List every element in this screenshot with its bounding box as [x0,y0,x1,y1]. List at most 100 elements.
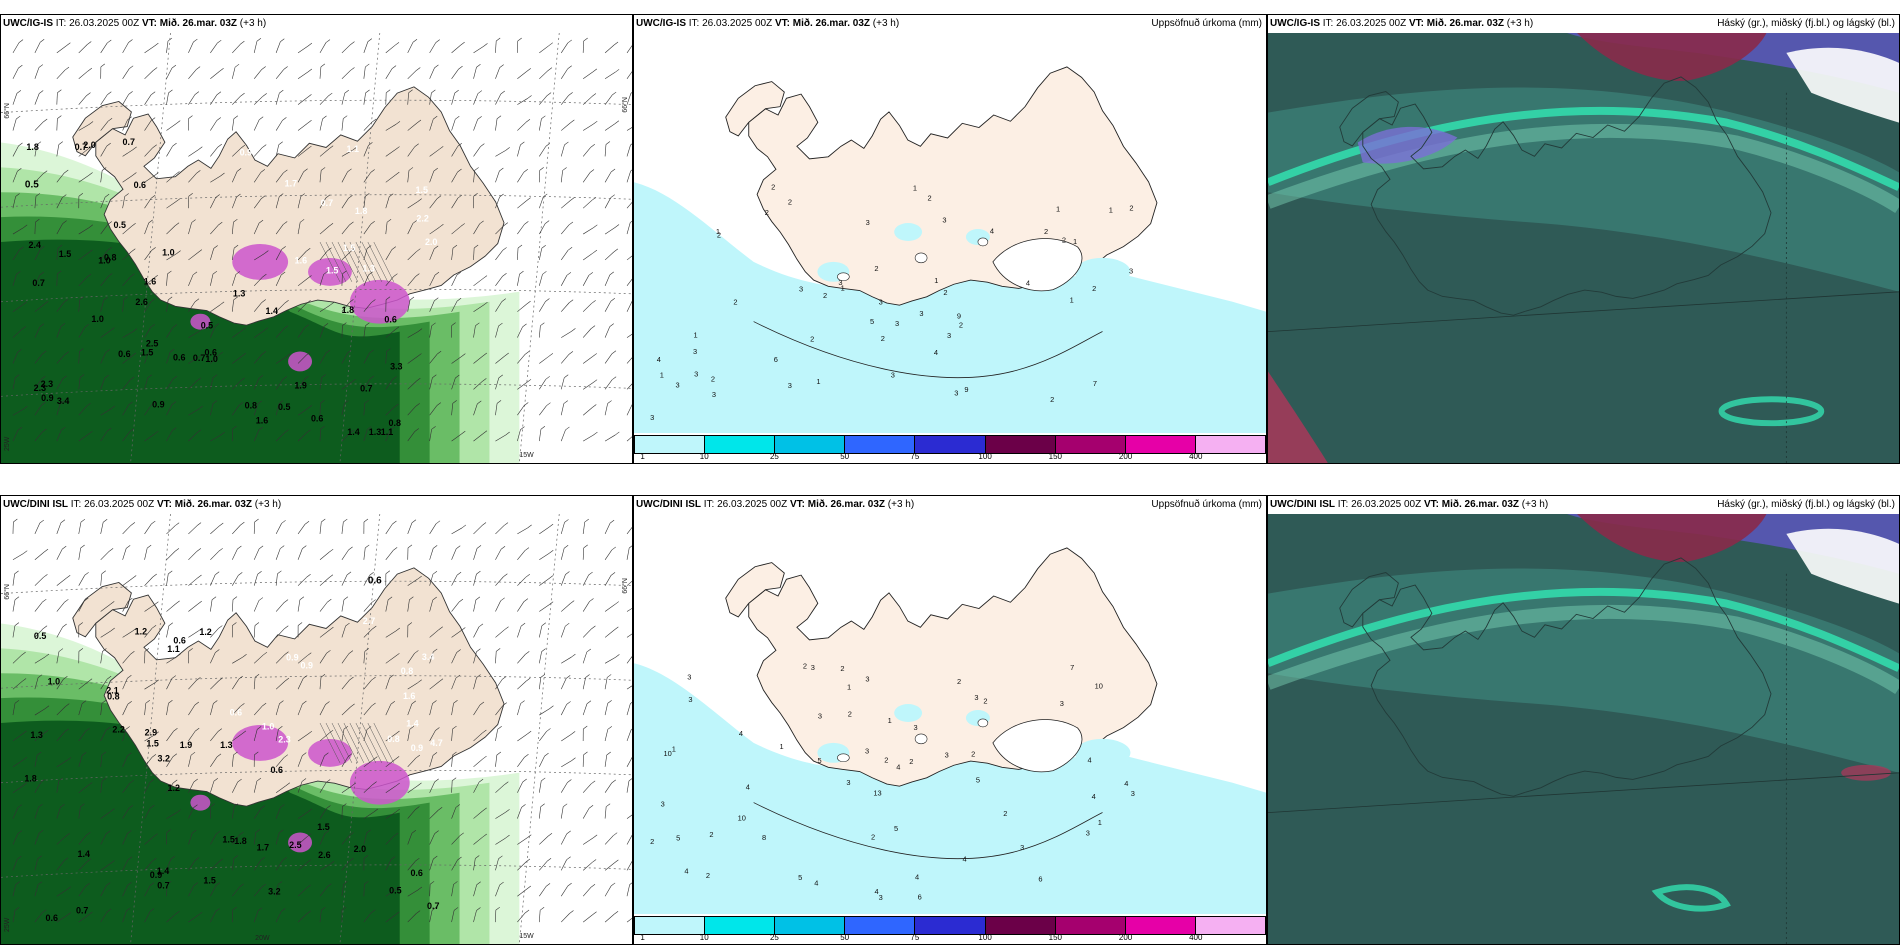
precip-value-label: 0.5 [34,631,46,641]
legend-tick-label: 150 [1048,933,1063,942]
precip-value-label: 1.3 [30,730,42,740]
model-name: UWC/DINI ISL [3,499,68,510]
precip-value-label: 0.7 [193,353,205,363]
accum-value-label: 1 [888,716,892,725]
precip-value-label: 0.8 [387,734,399,744]
precip-value-label: 0.6 [173,635,185,645]
accum-value-label: 3 [1086,829,1090,838]
accum-value-label: 1 [780,742,784,751]
panel-header: UWC/DINI ISL IT: 26.03.2025 00Z VT: Mið.… [1,496,632,514]
precip-value-label: 0.9 [240,148,252,158]
precip-value-label: 0.9 [286,653,298,663]
precip-value-label: 0.5 [278,402,290,412]
precip-value-label: 1.3 [362,264,374,274]
precip-value-label: 1.1 [381,427,393,437]
legend-swatch [635,436,706,453]
precip-value-label: 0.8 [245,400,257,410]
legend-swatch [1195,917,1266,934]
precip-value-label: 3.2 [158,754,170,764]
precip-value-label: 3.4 [422,652,434,662]
accum-value-label: 4 [896,762,900,771]
precip-value-label: 1.9 [180,740,192,750]
accum-value-label: 3 [879,298,883,307]
precip-value-label: 1.8 [24,773,36,783]
init-time: IT: 26.03.2025 00Z [703,499,788,510]
panel-header: UWC/IG-IS IT: 26.03.2025 00Z VT: Mið. 26… [1,15,632,33]
accum-value-label: 5 [894,824,898,833]
precip-value-label: 0.9 [301,661,313,671]
accum-value-label: 2 [709,830,713,839]
model-name: UWC/DINI ISL [1270,499,1335,510]
precip-value-label: 2.4 [29,240,41,250]
precip-value-label: 1.0 [162,247,174,257]
legend-tick-label: 75 [910,452,920,461]
precip-value-label: 0.6 [118,349,130,359]
valid-time: VT: Mið. 26.mar. 03Z [1408,18,1505,29]
legend-swatch [705,436,776,453]
precip-value-label: 1.0 [262,721,274,731]
precip-value-label: 2.7 [363,616,375,626]
accum-value-label: 3 [846,778,850,787]
legend-tick-label: 150 [1048,452,1063,461]
accum-value-label: 3 [676,381,680,390]
accum-value-label: 3 [879,893,883,902]
panel-header: UWC/DINI ISL IT: 26.03.2025 00Z VT: Mið.… [634,496,1266,514]
accum-value-label: 1 [816,377,820,386]
init-time: IT: 26.03.2025 00Z [55,18,140,29]
panel-cloud-cover-top: UWC/IG-IS IT: 26.03.2025 00Z VT: Mið. 26… [1267,14,1900,464]
panel-cloud-cover-bottom: UWC/DINI ISL IT: 26.03.2025 00Z VT: Mið.… [1267,495,1900,945]
accum-value-label: 4 [934,348,938,357]
accum-value-label: 2 [971,750,975,759]
product-title: Uppsöfnuð úrkoma (mm) [1151,18,1262,29]
precip-value-label: 2.0 [354,844,366,854]
accum-value-label: 2 [983,697,987,706]
accum-value-label: 2 [650,837,654,846]
accum-value-label: 3 [895,319,899,328]
accum-value-label: 1 [1056,205,1060,214]
accum-value-label: 8 [762,833,766,842]
accum-value-label: 2 [765,208,769,217]
precip-value-label: 0.6 [205,347,217,357]
accum-value-label: 4 [814,878,818,887]
precip-value-label: 0.6 [311,414,323,424]
legend-tick-label: 400 [1189,452,1203,461]
valid-time: VT: Mið. 26.mar. 03Z [1423,499,1520,510]
legend-tick-label: 25 [769,933,779,942]
accum-value-label: 2 [927,193,931,202]
accum-value-label: 2 [1062,235,1066,244]
accum-value-label: 2 [717,231,721,240]
precip-value-label: 0.8 [104,253,116,263]
graticule-label: 66°N [3,584,11,600]
precip-value-label: 0.7 [32,278,44,288]
legend-swatch [1125,917,1196,934]
accum-value-label: 3 [1129,267,1133,276]
accum-value-label: 2 [884,755,888,764]
precip-value-label: 0.6 [134,180,146,190]
accum-value-label: 3 [688,695,692,704]
accum-value-label: 10 [738,813,746,822]
valid-time: VT: Mið. 26.mar. 03Z [156,499,253,510]
accum-value-label: 1 [1109,206,1113,215]
precip-value-label: 0.7 [321,198,333,208]
panel-wind-precip-bottom: UWC/DINI ISL IT: 26.03.2025 00Z VT: Mið.… [0,495,633,945]
precip-value-label: 1.2 [199,627,211,637]
precip-value-label: 1.6 [256,416,268,426]
precip-value-label: 1.0 [91,314,103,324]
precip-value-label: 2.0 [83,140,95,150]
model-name: UWC/DINI ISL [636,499,701,510]
accum-value-label: 7 [1070,663,1074,672]
accum-value-label: 4 [1124,779,1128,788]
accum-value-label: 2 [1003,809,1007,818]
product-title: Uppsöfnuð úrkoma (mm) [1151,499,1262,510]
valid-time: VT: Mið. 26.mar. 03Z [789,499,886,510]
precip-value-label: 0.5 [114,220,126,230]
model-name: UWC/IG-IS [636,18,686,29]
graticule-label: 25W [4,917,11,932]
accum-value-label: 2 [706,871,710,880]
accum-value-label: 5 [676,833,680,842]
precip-value-label: 1.5 [317,822,329,832]
precip-value-label: 1.4 [157,866,169,876]
legend-bar [634,916,1266,935]
legend-ticks: 1 10 25 50 75 100 150 200 400 [634,933,1266,944]
precip-value-label: 0.8 [389,418,401,428]
